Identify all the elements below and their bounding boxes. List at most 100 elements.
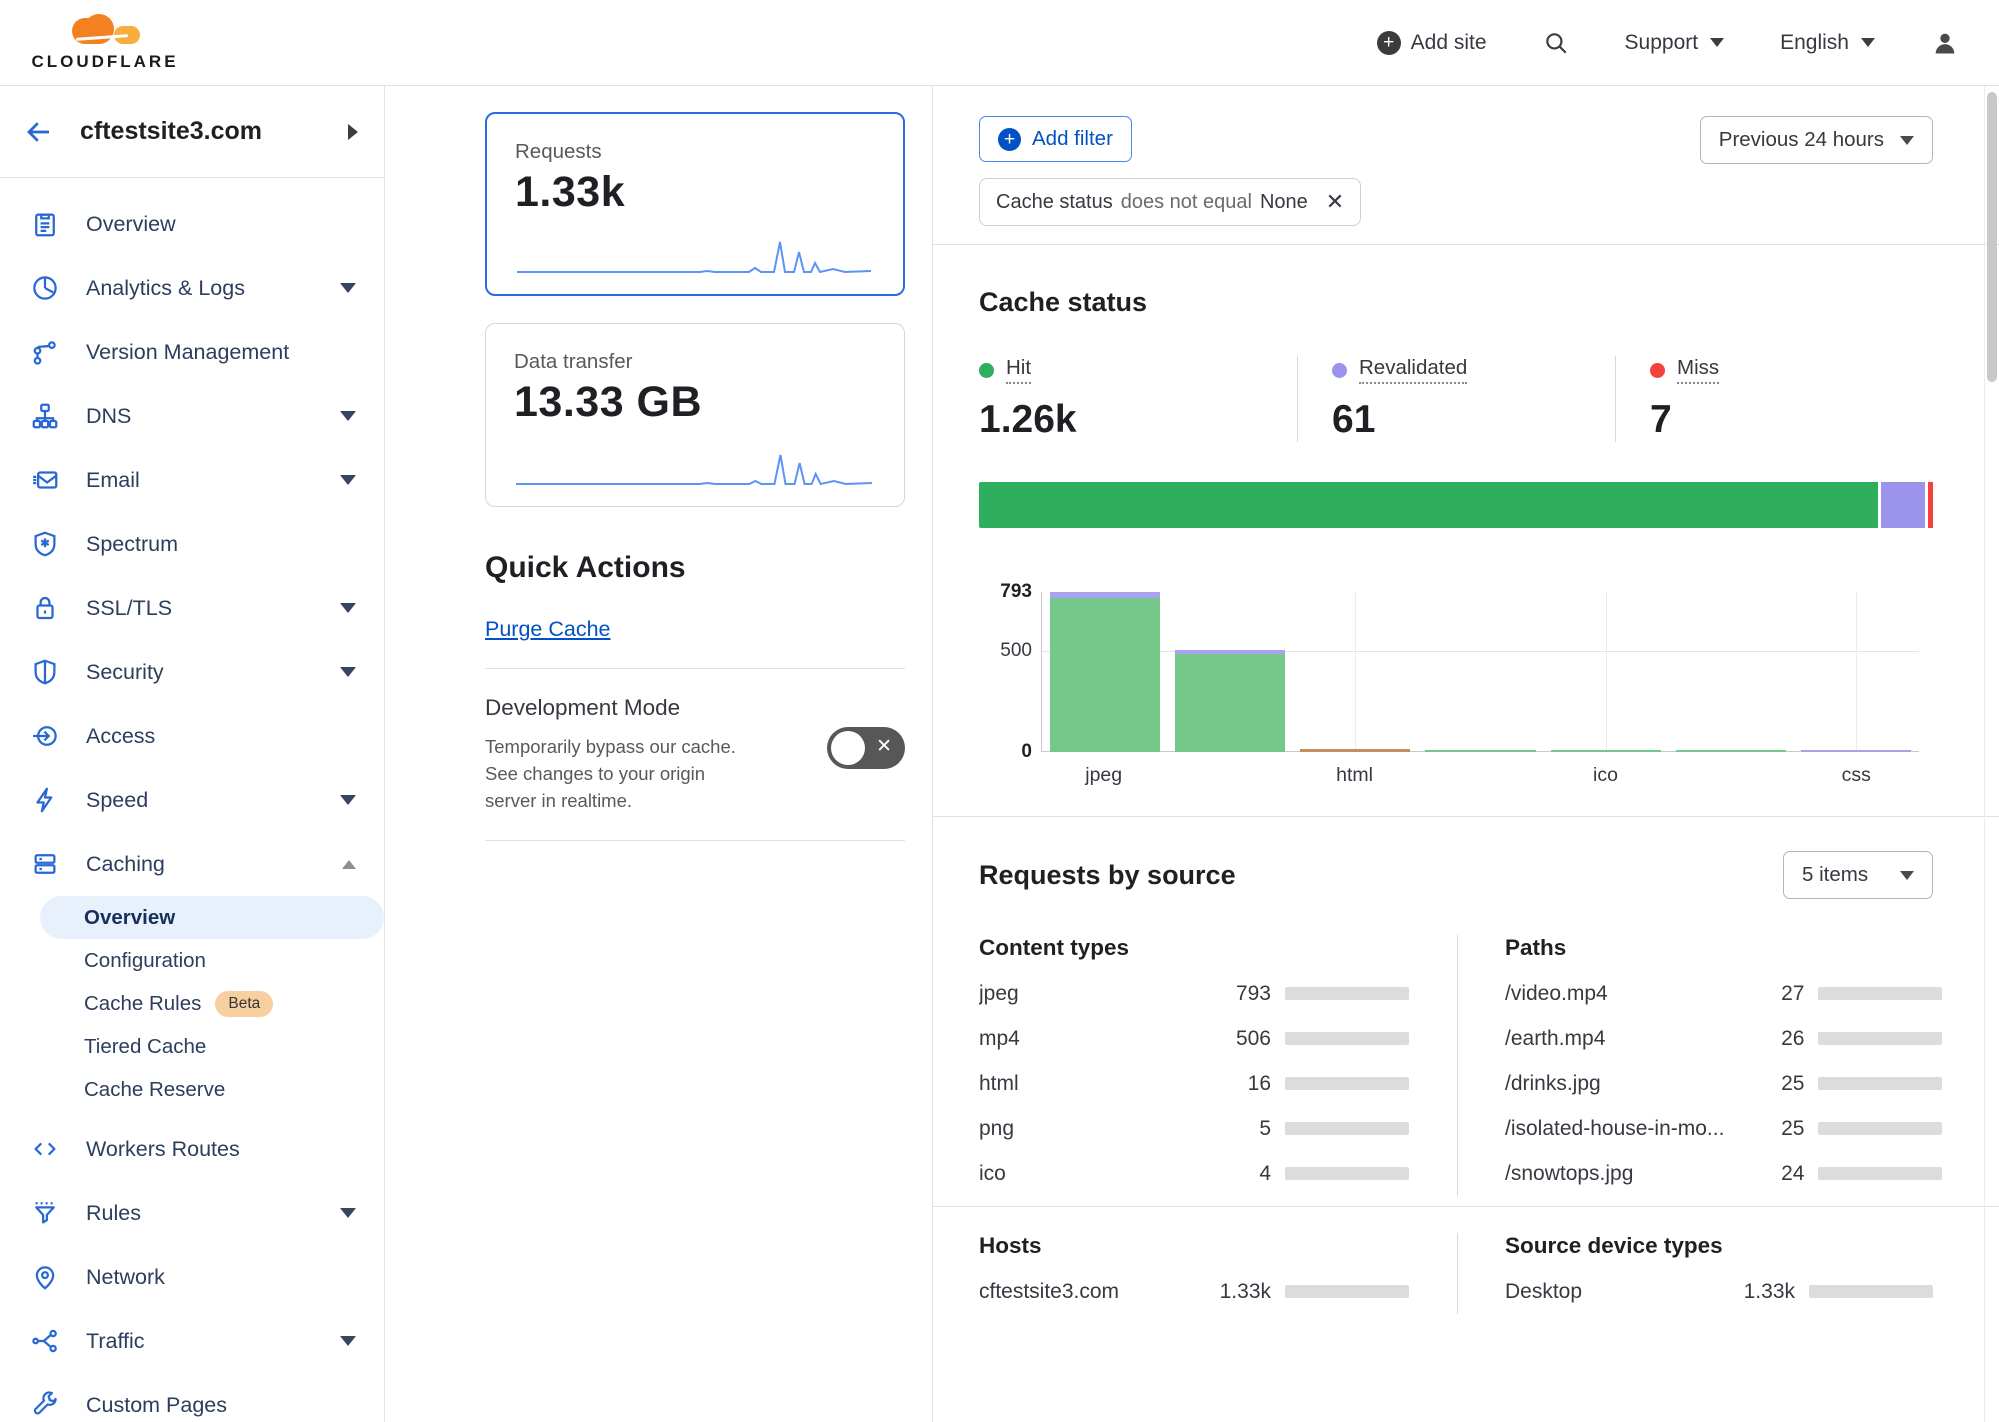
site-selector: cftestsite3.com	[0, 86, 384, 178]
plus-circle-icon: +	[1376, 30, 1401, 55]
row-label: html	[979, 1071, 1019, 1095]
chip-field: Cache status	[996, 190, 1113, 213]
search-button[interactable]	[1543, 30, 1569, 56]
sidebar-item-access[interactable]: Access	[0, 704, 384, 768]
chevron-up-icon	[342, 859, 356, 869]
host-device-tables: Hosts cftestsite3.com 1.33k Source devic…	[979, 1233, 1933, 1314]
development-mode-toggle[interactable]: ✕	[827, 727, 905, 769]
sidebar-item-spectrum[interactable]: Spectrum	[0, 512, 384, 576]
envelope-icon	[30, 465, 60, 495]
stat-revalidated: Revalidated 61	[1297, 356, 1615, 442]
account-menu[interactable]	[1931, 29, 1959, 57]
chevron-down-icon	[1710, 38, 1725, 47]
gridline	[1042, 651, 1919, 653]
requests-sparkline	[515, 236, 875, 280]
sidebar-item-network[interactable]: Network	[0, 1245, 384, 1309]
row-bar-track	[1818, 1032, 1943, 1045]
stat-label[interactable]: Miss	[1677, 356, 1720, 384]
table-row: ico 4	[979, 1151, 1409, 1196]
sidebar-item-traffic[interactable]: Traffic	[0, 1309, 384, 1373]
items-count-dropdown[interactable]: 5 items	[1783, 851, 1933, 899]
chevron-down-icon	[1861, 38, 1875, 47]
row-value: 24	[1781, 1161, 1805, 1185]
requests-by-source-header: Requests by source 5 items	[979, 851, 1933, 899]
summary-column: Requests 1.33k Data transfer 13.33 GB Qu…	[385, 86, 933, 1422]
cache-status-title: Cache status	[979, 287, 1148, 317]
sidebar-item-ssl-tls[interactable]: SSL/TLS	[0, 576, 384, 640]
row-label: ico	[979, 1161, 1006, 1185]
content-types-table: Content types jpeg 793 mp4 506 html 16	[979, 935, 1457, 1196]
row-label: /snowtops.jpg	[1505, 1161, 1634, 1185]
requests-by-source-title: Requests by source	[979, 859, 1236, 890]
bar-slot	[1293, 592, 1418, 752]
stat-value: 7	[1650, 398, 1672, 441]
requests-card[interactable]: Requests 1.33k	[485, 112, 905, 296]
sidebar-item-email[interactable]: Email	[0, 448, 384, 512]
sidebar-subitem-caching-overview[interactable]: Overview	[40, 896, 384, 939]
sidebar-item-speed[interactable]: Speed	[0, 768, 384, 832]
x-tick-label: ico	[1592, 764, 1618, 786]
remove-filter-icon[interactable]: ✕	[1325, 189, 1345, 214]
cache-status-stats: Hit 1.26k Revalidated 61 Miss 7	[979, 356, 1933, 442]
table-row: /earth.mp4 26	[1505, 1016, 1943, 1061]
row-label: /drinks.jpg	[1505, 1071, 1601, 1095]
stat-label[interactable]: Revalidated	[1359, 356, 1468, 384]
chevron-down-icon	[340, 667, 356, 677]
sidebar-item-dns[interactable]: DNS	[0, 384, 384, 448]
chevron-down-icon	[340, 283, 356, 293]
gridline	[1605, 592, 1607, 752]
language-menu[interactable]: English	[1780, 31, 1875, 55]
cloudflare-cloud-icon	[68, 13, 142, 50]
sidebar-subitem-cache-reserve[interactable]: Cache Reserve	[0, 1068, 384, 1111]
row-bar-track	[1285, 1077, 1409, 1090]
y-tick-label: 0	[1021, 741, 1032, 762]
sidebar-subitem-tiered-cache[interactable]: Tiered Cache	[0, 1025, 384, 1068]
sidebar-item-custom-pages[interactable]: Custom Pages	[0, 1373, 384, 1422]
toggle-knob	[831, 731, 865, 765]
chevron-down-icon	[1900, 870, 1914, 880]
development-mode-block: Development Mode Temporarily bypass our …	[485, 695, 905, 814]
pie-chart-icon	[30, 273, 60, 303]
shield-asterisk-icon	[30, 529, 60, 559]
time-range-dropdown[interactable]: Previous 24 hours	[1699, 116, 1933, 164]
data-transfer-card[interactable]: Data transfer 13.33 GB	[485, 323, 905, 507]
miss-dot-icon	[1650, 362, 1665, 378]
sidebar-item-analytics-logs[interactable]: Analytics & Logs	[0, 256, 384, 320]
sidebar-item-workers-routes[interactable]: Workers Routes	[0, 1117, 384, 1181]
wrench-icon	[30, 1390, 60, 1420]
back-arrow-icon[interactable]	[24, 117, 54, 147]
filter-row: + Add filter Previous 24 hours	[979, 116, 1933, 164]
sidebar-item-overview[interactable]: Overview	[0, 192, 384, 256]
add-site-button[interactable]: + Add site	[1376, 30, 1487, 55]
site-expand-icon[interactable]	[348, 123, 358, 140]
code-brackets-icon	[30, 1134, 60, 1164]
row-bar-track	[1285, 987, 1409, 1000]
add-site-label: Add site	[1410, 30, 1487, 54]
add-filter-button[interactable]: + Add filter	[979, 116, 1132, 162]
sidebar-subitem-configuration[interactable]: Configuration	[0, 939, 384, 982]
sidebar-item-security[interactable]: Security	[0, 640, 384, 704]
funnel-icon	[30, 1198, 60, 1228]
bar-segment-revalidated	[1049, 592, 1160, 599]
sidebar-nav: Overview Analytics & Logs Version Manage…	[0, 178, 384, 1422]
sidebar-item-caching[interactable]: Caching	[0, 832, 384, 896]
purge-cache-link[interactable]: Purge Cache	[485, 617, 611, 641]
sidebar-item-label: DNS	[86, 403, 132, 428]
stat-label[interactable]: Hit	[1006, 356, 1032, 384]
row-value: 25	[1781, 1116, 1805, 1140]
source-device-types-table: Source device types Desktop 1.33k	[1457, 1233, 1933, 1314]
support-menu[interactable]: Support	[1625, 31, 1725, 55]
scrollbar-thumb[interactable]	[1986, 92, 1997, 382]
row-label: /earth.mp4	[1505, 1026, 1606, 1050]
development-mode-description: Temporarily bypass our cache. See change…	[485, 736, 736, 811]
card-label: Requests	[515, 140, 602, 163]
sidebar-item-version-management[interactable]: Version Management	[0, 320, 384, 384]
table-row: png 5	[979, 1106, 1409, 1151]
items-count-label: 5 items	[1802, 863, 1869, 886]
stat-value: 1.26k	[979, 398, 1077, 441]
cloudflare-logo[interactable]: CLOUDFLARE	[20, 13, 190, 72]
sidebar-subitem-cache-rules[interactable]: Cache Rules Beta	[0, 982, 384, 1025]
sidebar-item-rules[interactable]: Rules	[0, 1181, 384, 1245]
table-row: html 16	[979, 1061, 1409, 1106]
table-row: jpeg 793	[979, 971, 1409, 1016]
